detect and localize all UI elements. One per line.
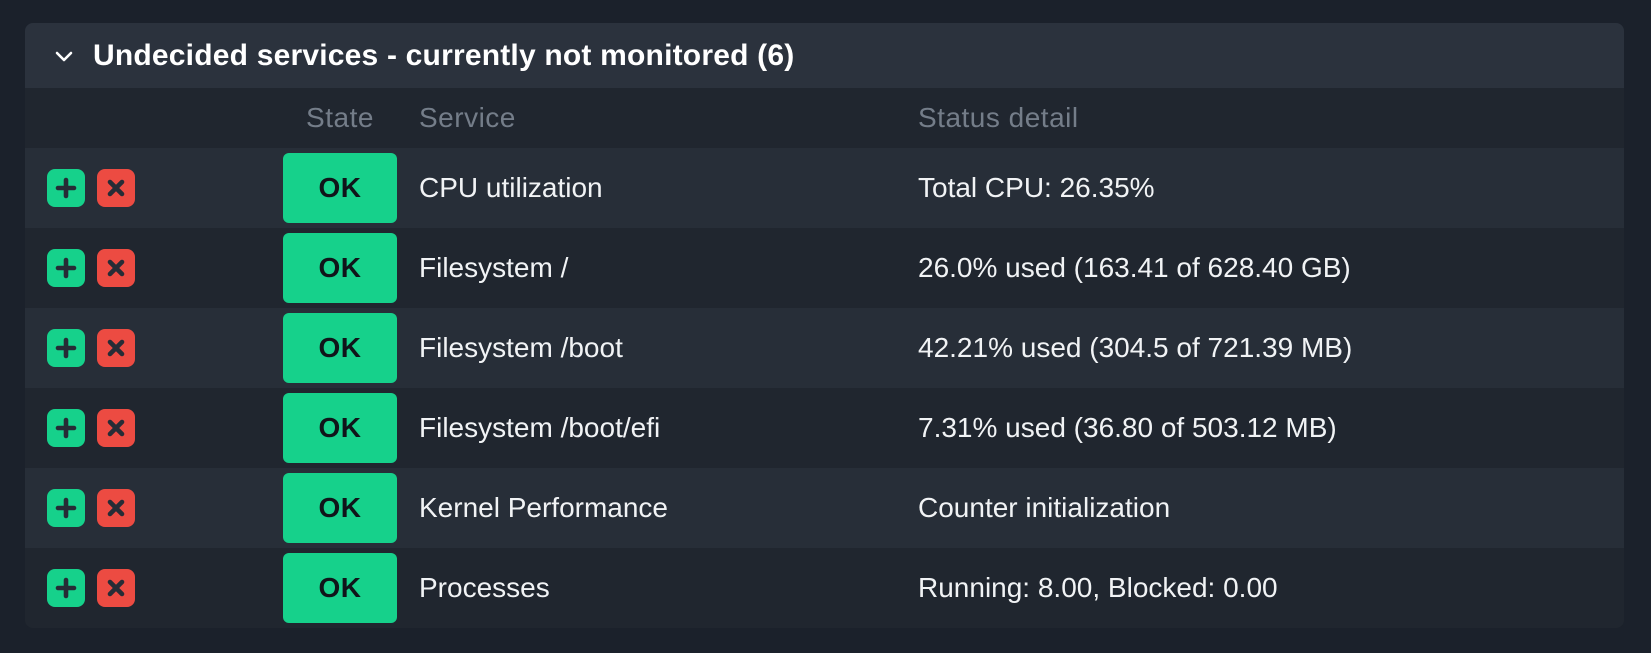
service-name: Filesystem / (419, 252, 569, 283)
chevron-down-icon[interactable] (52, 44, 76, 68)
plus-icon (53, 575, 79, 601)
column-header-service: Service (419, 102, 516, 133)
service-row: OK Filesystem /boot 42.21% used (304.5 o… (25, 308, 1624, 388)
state-badge: OK (283, 233, 397, 303)
service-name: Filesystem /boot (419, 332, 623, 363)
section-title: Undecided services - currently not monit… (93, 38, 795, 72)
row-actions (25, 329, 283, 367)
row-actions (25, 409, 283, 447)
state-cell: OK (283, 313, 419, 383)
table-body: OK CPU utilization Total CPU: 26.35% (25, 148, 1624, 628)
plus-icon (53, 255, 79, 281)
service-cell: Kernel Performance (419, 492, 918, 524)
state-badge: OK (283, 553, 397, 623)
disable-service-button[interactable] (97, 569, 135, 607)
disable-service-button[interactable] (97, 329, 135, 367)
service-cell: CPU utilization (419, 172, 918, 204)
service-row: OK CPU utilization Total CPU: 26.35% (25, 148, 1624, 228)
state-cell: OK (283, 393, 419, 463)
section-header[interactable]: Undecided services - currently not monit… (25, 23, 1624, 88)
service-row: OK Filesystem / 26.0% used (163.41 of 62… (25, 228, 1624, 308)
state-cell: OK (283, 233, 419, 303)
status-cell: 42.21% used (304.5 of 721.39 MB) (918, 332, 1624, 364)
status-detail: Running: 8.00, Blocked: 0.00 (918, 572, 1278, 603)
service-row: OK Filesystem /boot/efi 7.31% used (36.8… (25, 388, 1624, 468)
state-badge: OK (283, 153, 397, 223)
disable-service-button[interactable] (97, 169, 135, 207)
monitor-service-button[interactable] (47, 409, 85, 447)
x-icon (104, 176, 128, 200)
status-cell: Running: 8.00, Blocked: 0.00 (918, 572, 1624, 604)
monitor-service-button[interactable] (47, 169, 85, 207)
status-detail: Total CPU: 26.35% (918, 172, 1155, 203)
row-actions (25, 569, 283, 607)
row-actions (25, 489, 283, 527)
row-actions (25, 249, 283, 287)
plus-icon (53, 335, 79, 361)
service-name: Processes (419, 572, 550, 603)
plus-icon (53, 415, 79, 441)
service-cell: Processes (419, 572, 918, 604)
state-cell: OK (283, 473, 419, 543)
status-cell: 26.0% used (163.41 of 628.40 GB) (918, 252, 1624, 284)
status-cell: Counter initialization (918, 492, 1624, 524)
state-badge: OK (283, 473, 397, 543)
x-icon (104, 416, 128, 440)
disable-service-button[interactable] (97, 409, 135, 447)
state-badge: OK (283, 393, 397, 463)
service-row: OK Processes Running: 8.00, Blocked: 0.0… (25, 548, 1624, 628)
disable-service-button[interactable] (97, 249, 135, 287)
services-table: State Service Status detail (25, 88, 1624, 628)
monitor-service-button[interactable] (47, 249, 85, 287)
table-header-row: State Service Status detail (25, 88, 1624, 148)
service-name: Kernel Performance (419, 492, 669, 523)
x-icon (104, 256, 128, 280)
status-detail: Counter initialization (918, 492, 1171, 523)
monitor-service-button[interactable] (47, 329, 85, 367)
service-name: Filesystem /boot/efi (419, 412, 661, 443)
x-icon (104, 496, 128, 520)
status-cell: Total CPU: 26.35% (918, 172, 1624, 204)
monitor-service-button[interactable] (47, 489, 85, 527)
service-name: CPU utilization (419, 172, 603, 203)
state-cell: OK (283, 153, 419, 223)
column-header-state: State (306, 102, 374, 133)
x-icon (104, 336, 128, 360)
monitor-service-button[interactable] (47, 569, 85, 607)
service-cell: Filesystem /boot (419, 332, 918, 364)
plus-icon (53, 495, 79, 521)
undecided-services-panel: Undecided services - currently not monit… (25, 23, 1624, 628)
column-header-status-detail: Status detail (918, 102, 1079, 133)
disable-service-button[interactable] (97, 489, 135, 527)
status-detail: 26.0% used (163.41 of 628.40 GB) (918, 252, 1351, 283)
state-badge: OK (283, 313, 397, 383)
service-cell: Filesystem / (419, 252, 918, 284)
service-cell: Filesystem /boot/efi (419, 412, 918, 444)
x-icon (104, 576, 128, 600)
plus-icon (53, 175, 79, 201)
status-cell: 7.31% used (36.80 of 503.12 MB) (918, 412, 1624, 444)
status-detail: 42.21% used (304.5 of 721.39 MB) (918, 332, 1353, 363)
status-detail: 7.31% used (36.80 of 503.12 MB) (918, 412, 1337, 443)
service-row: OK Kernel Performance Counter initializa… (25, 468, 1624, 548)
row-actions (25, 169, 283, 207)
state-cell: OK (283, 553, 419, 623)
